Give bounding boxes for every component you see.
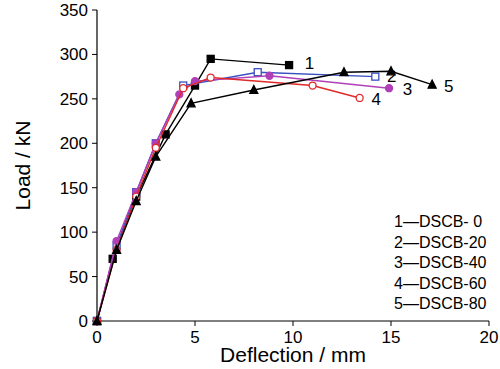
y-axis — [96, 10, 97, 321]
x-tick-label: 15 — [382, 328, 401, 347]
marker — [152, 144, 159, 151]
marker — [93, 317, 101, 325]
marker — [152, 152, 160, 160]
marker — [180, 85, 187, 92]
x-tick — [293, 321, 294, 326]
marker — [187, 99, 195, 107]
marker — [372, 73, 379, 80]
y-tick-label: 100 — [60, 223, 88, 242]
chart: 05101520050100150200250300350Deflection … — [0, 0, 500, 369]
marker — [113, 245, 121, 253]
marker — [132, 197, 140, 205]
annotation: 2 — [387, 67, 396, 86]
legend-entry: 4—DSCB-60 — [394, 275, 487, 292]
y-tick — [92, 143, 97, 144]
series-line — [97, 78, 360, 321]
marker — [94, 318, 101, 325]
y-tick-label: 150 — [60, 179, 88, 198]
marker — [286, 62, 293, 69]
y-tick-label: 50 — [69, 268, 88, 287]
y-tick — [92, 10, 97, 11]
legend-entry: 1—DSCB- 0 — [394, 213, 482, 230]
marker — [428, 80, 436, 88]
marker — [356, 94, 363, 101]
marker — [266, 72, 273, 79]
y-tick — [92, 98, 97, 99]
y-tick-label: 0 — [79, 312, 88, 331]
annotation: 3 — [403, 80, 412, 99]
y-tick — [92, 276, 97, 277]
annotation: 1 — [305, 54, 314, 73]
marker — [94, 318, 101, 325]
annotation: 4 — [371, 90, 380, 109]
marker — [94, 318, 101, 325]
plot-area — [93, 55, 436, 324]
y-tick-label: 200 — [60, 134, 88, 153]
x-tick — [489, 321, 490, 326]
x-tick — [195, 321, 196, 326]
annotation: 5 — [444, 77, 453, 96]
x-axis-label: Deflection / mm — [220, 343, 366, 366]
y-axis-label: Load / kN — [11, 121, 34, 211]
y-tick — [92, 187, 97, 188]
marker — [113, 246, 120, 253]
y-tick-label: 300 — [60, 45, 88, 64]
legend-entry: 2—DSCB-20 — [394, 234, 487, 251]
y-tick — [92, 232, 97, 233]
y-tick-label: 350 — [60, 1, 88, 20]
series-line — [97, 59, 289, 321]
x-tick — [391, 321, 392, 326]
marker — [250, 85, 258, 93]
marker — [207, 74, 214, 81]
x-tick-label: 0 — [92, 328, 101, 347]
series-line — [97, 71, 432, 321]
marker — [207, 55, 214, 62]
y-tick — [92, 54, 97, 55]
marker — [340, 68, 348, 76]
legend-entry: 3—DSCB-40 — [394, 254, 487, 271]
marker — [94, 318, 101, 325]
marker — [309, 82, 316, 89]
y-tick-label: 250 — [60, 90, 88, 109]
series-line — [97, 76, 389, 321]
legend-entry: 5—DSCB-80 — [394, 295, 487, 312]
x-tick-label: 5 — [190, 328, 199, 347]
x-tick-label: 20 — [480, 328, 499, 347]
marker — [254, 69, 261, 76]
